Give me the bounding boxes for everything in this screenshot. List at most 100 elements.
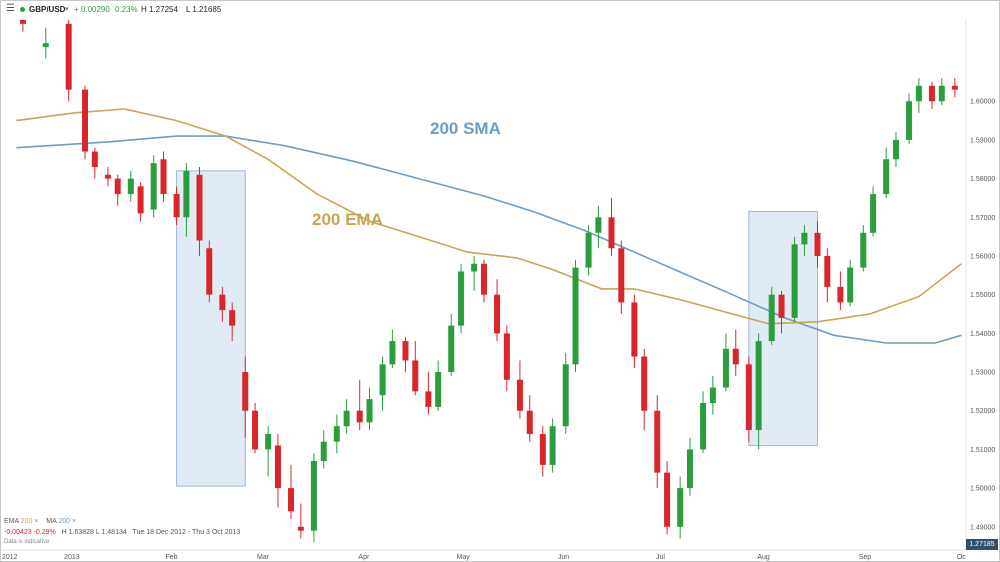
indicator-legend: EMA 200 × MA 200 × -0.00423 -0.29% H 1.6… — [4, 516, 240, 547]
candle — [160, 151, 167, 202]
candle — [686, 437, 693, 496]
candle-body — [938, 85, 945, 102]
candle — [252, 402, 259, 454]
candle — [631, 294, 638, 369]
ema-annotation: 200 EMA — [312, 210, 383, 229]
candle — [219, 286, 226, 322]
candle-body — [883, 159, 890, 195]
candle — [343, 399, 350, 434]
candle — [722, 333, 729, 392]
candle — [700, 391, 707, 454]
candle-body — [480, 263, 487, 295]
candle — [91, 147, 98, 179]
candle — [892, 132, 899, 168]
candle-body — [114, 178, 121, 195]
candle — [595, 205, 602, 249]
sma-annotation: 200 SMA — [430, 119, 501, 138]
candle — [356, 379, 363, 431]
ema-label: EMA — [4, 518, 19, 525]
candle — [402, 337, 409, 373]
y-tick-label: 1.54000 — [970, 331, 995, 338]
y-tick-label: 1.53000 — [970, 370, 995, 377]
ema-period[interactable]: 200 — [20, 518, 33, 525]
candle-body — [412, 360, 419, 392]
period-low: L 1.48134 — [95, 529, 127, 536]
candle-body — [837, 286, 844, 303]
candle — [755, 333, 762, 450]
highlight-box-1 — [176, 170, 246, 487]
candle-body — [310, 461, 317, 531]
hamburger-menu-icon[interactable]: ☰ — [6, 3, 15, 14]
last-price-badge: 1.27185 — [966, 539, 998, 550]
x-tick-label: Sep — [859, 554, 872, 561]
candle-body — [641, 356, 648, 411]
disclaimer: Data is indicative — [4, 539, 50, 545]
candle — [503, 325, 510, 392]
chevron-down-icon[interactable]: ▾ — [65, 6, 69, 13]
x-tick-label: Jul — [656, 554, 665, 561]
candle — [824, 248, 831, 303]
candle-body — [745, 364, 752, 431]
annotation-layer: 200 SMA 200 EMA — [312, 119, 501, 229]
candle-body — [722, 348, 729, 388]
ma-period[interactable]: 200 — [58, 518, 71, 525]
y-tick-label: 1.51000 — [970, 447, 995, 454]
candle — [791, 236, 798, 322]
candle-body — [686, 449, 693, 489]
candle-body — [768, 294, 775, 342]
candle-body — [778, 294, 785, 318]
candle-body — [402, 341, 409, 361]
candle-body — [206, 248, 213, 295]
high-value: H 1.27254 — [141, 5, 178, 14]
candle — [229, 302, 236, 342]
change-percent: 0.23% — [115, 5, 138, 14]
candle — [778, 290, 785, 334]
candle-body — [19, 20, 26, 24]
candle — [664, 461, 671, 535]
symbol-label[interactable]: GBP/USD — [29, 5, 66, 14]
candle — [242, 356, 249, 438]
y-tick-label: 1.55000 — [970, 292, 995, 299]
candle-body — [631, 302, 638, 357]
candle-body — [516, 379, 523, 411]
close-ema-icon[interactable]: × — [34, 518, 39, 525]
x-tick-label: May — [457, 554, 471, 561]
candle-body — [320, 441, 327, 462]
candle — [458, 263, 465, 334]
close-ma-icon[interactable]: × — [71, 518, 77, 525]
change-value: + 0.00290 — [74, 5, 110, 14]
candle-body — [333, 426, 340, 442]
candle — [745, 356, 752, 442]
candle-body — [343, 410, 350, 427]
moving-average-layer — [16, 108, 962, 344]
candle-body — [458, 271, 465, 326]
candle — [768, 286, 775, 345]
candle — [585, 225, 592, 276]
x-tick-label: 2013 — [64, 554, 80, 561]
candle — [137, 182, 144, 222]
candle-body — [91, 151, 98, 168]
candle-body — [379, 364, 386, 396]
x-tick-label: 2012 — [2, 554, 18, 561]
y-tick-label: 1.58000 — [970, 176, 995, 183]
candle — [82, 85, 89, 160]
candle-body — [824, 255, 831, 287]
candle-body — [654, 410, 661, 473]
candle-body — [137, 186, 144, 214]
chart-header: ☰ GBP/USD ▾ + 0.00290 0.23% H 1.27254 L … — [0, 0, 998, 18]
x-axis: 2012 2013 Feb Mar Apr May Jun Jul Aug Sep Oc — [0, 549, 966, 561]
candle-body — [585, 232, 592, 268]
candle — [618, 240, 625, 315]
highlight-layer — [176, 170, 819, 487]
candle — [526, 395, 533, 442]
candle-body — [183, 170, 190, 218]
x-tick-label: Feb — [166, 554, 178, 561]
candle-body — [82, 89, 89, 152]
sma-line — [16, 135, 962, 344]
candle — [732, 329, 739, 376]
candle — [183, 163, 190, 237]
y-tick-label: 1.49000 — [970, 524, 995, 531]
candle-body — [732, 348, 739, 365]
candle — [19, 20, 26, 32]
